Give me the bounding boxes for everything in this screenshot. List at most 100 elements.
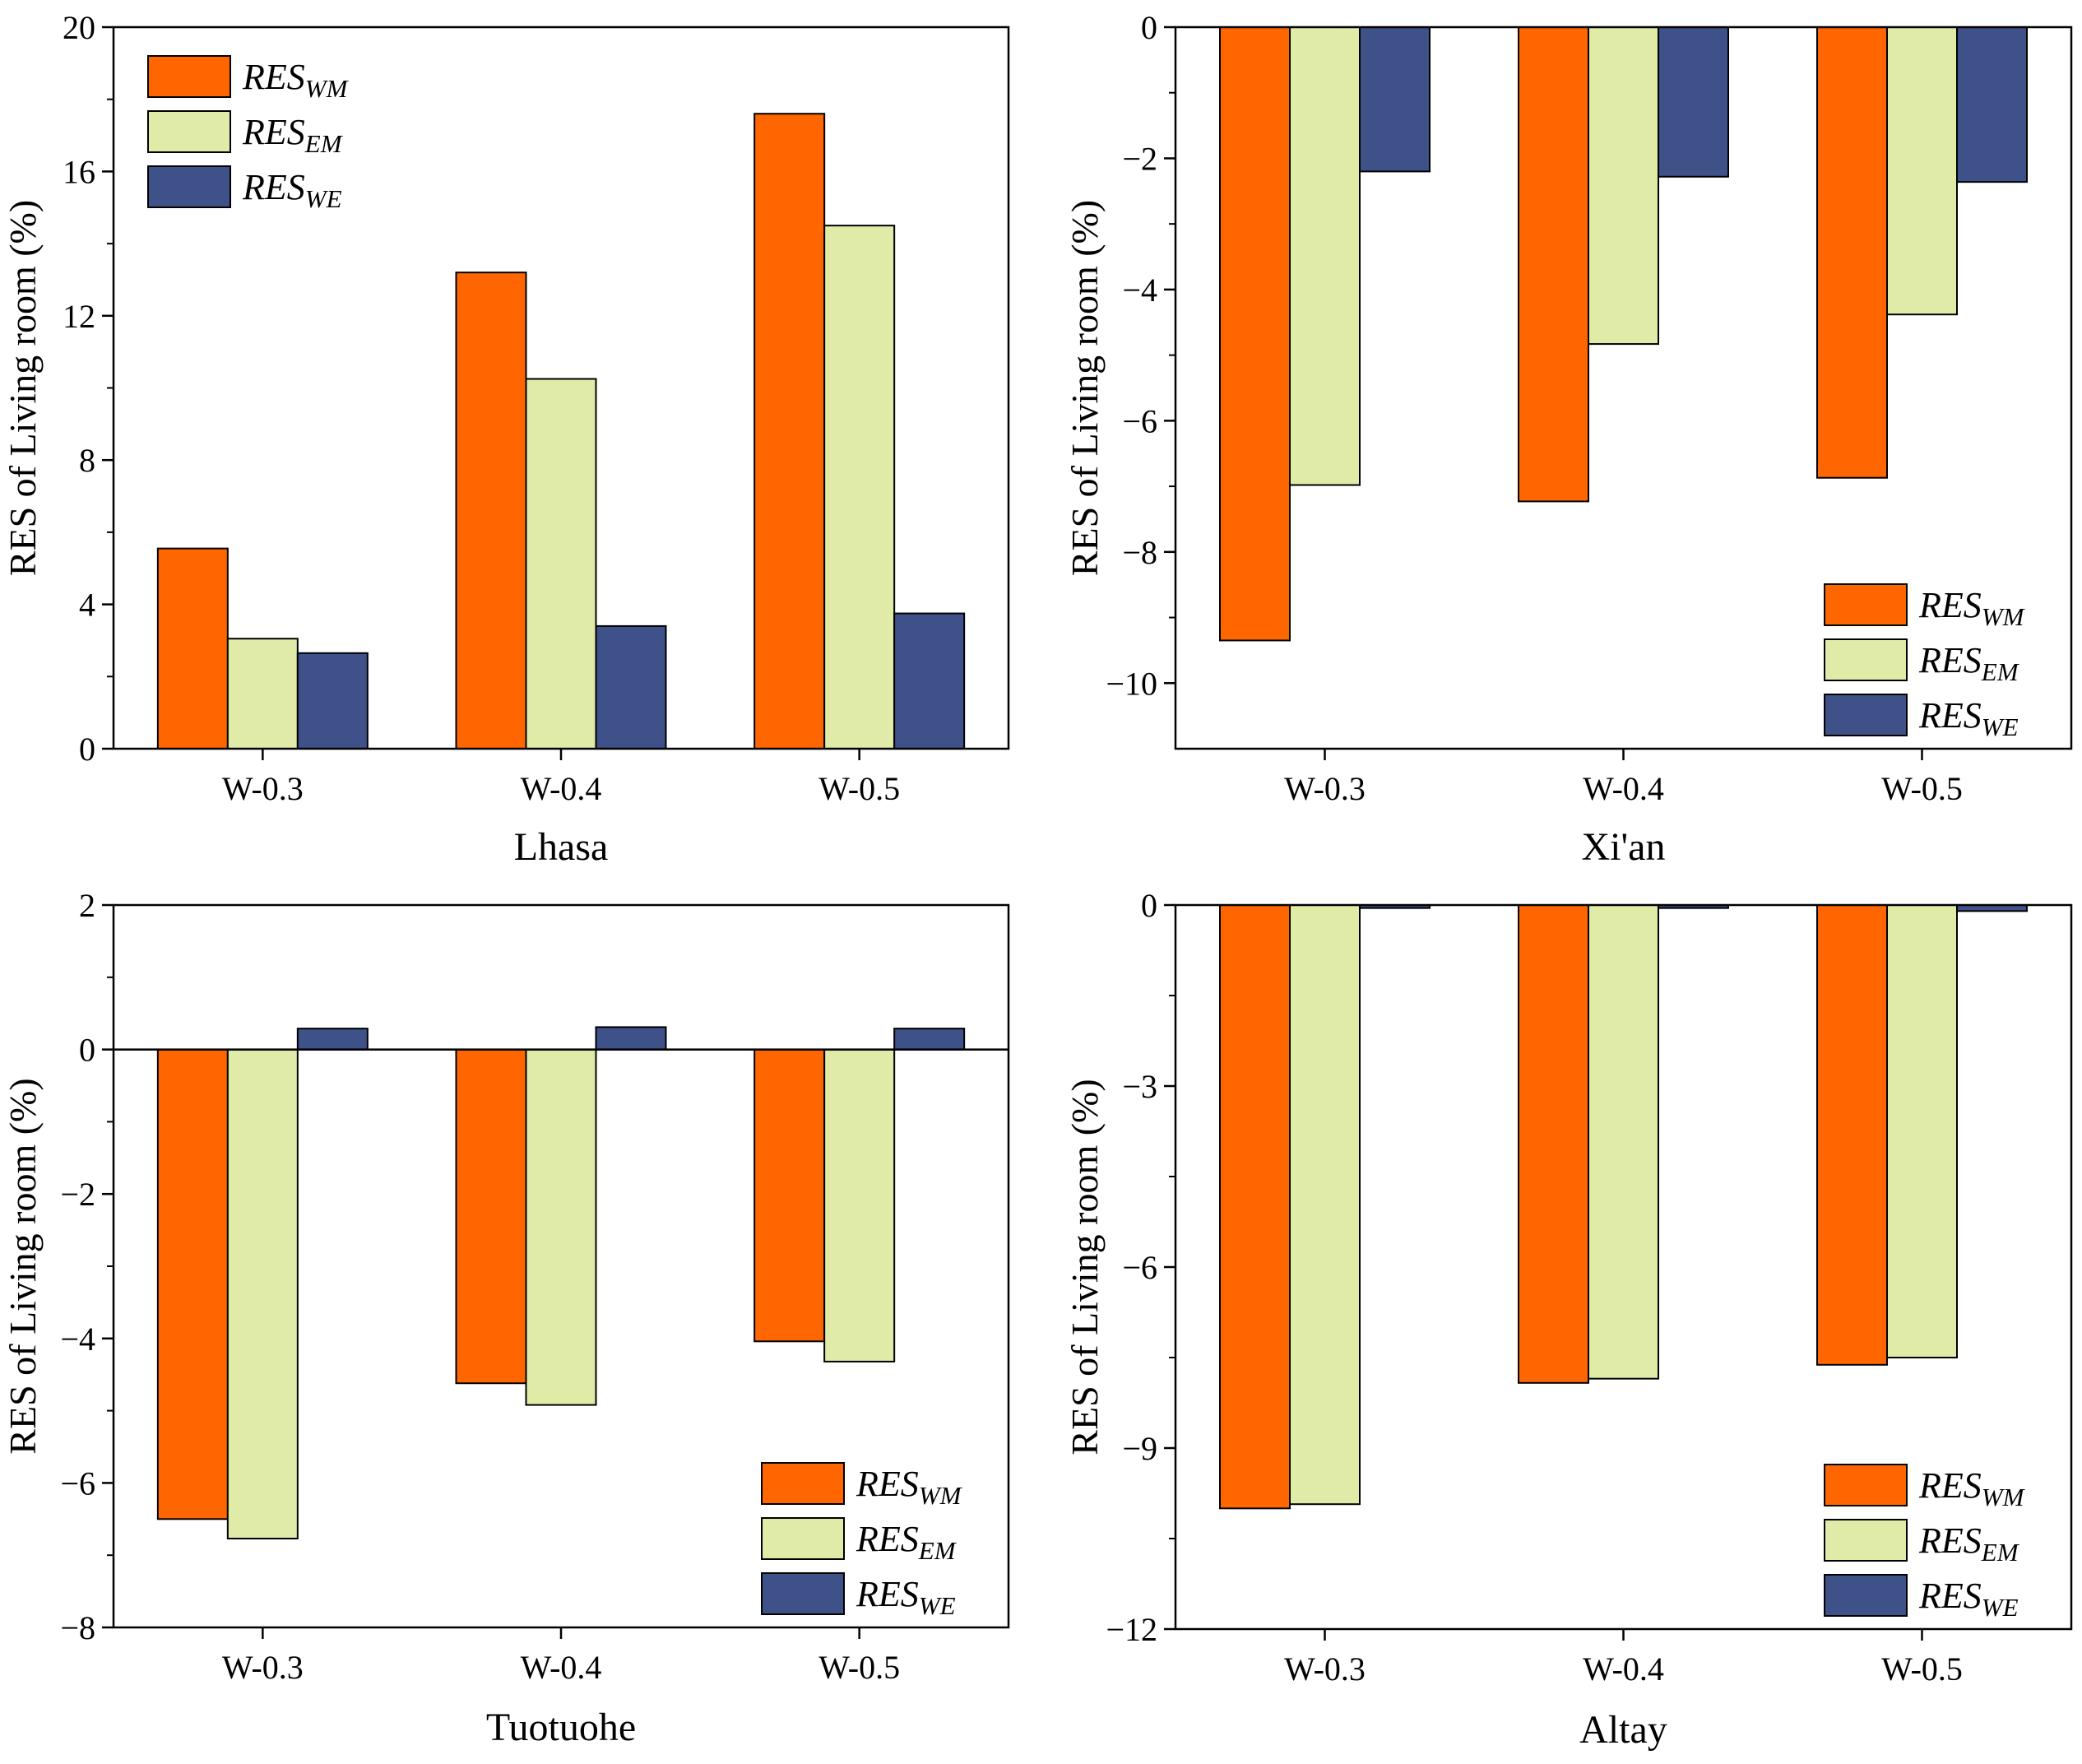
legend-label-em: RESEM [856, 1519, 958, 1565]
bar-we-w-0.3 [296, 1028, 369, 1051]
bar-we-w-0.4 [595, 624, 667, 750]
y-tick-label: −6 [1122, 1249, 1157, 1286]
bar-em-w-0.4 [525, 1048, 597, 1406]
legend-swatch-em [1824, 1519, 1908, 1562]
legend: RESWM RESEM RESWE [147, 55, 350, 213]
bar-we-w-0.5 [893, 612, 966, 750]
x-tick-label: W-0.4 [521, 1649, 602, 1686]
bar-we-w-0.4 [595, 1026, 667, 1051]
y-tick-label: −2 [1122, 140, 1157, 177]
legend-swatch-we [147, 165, 231, 208]
bar-we-w-0.5 [893, 1028, 966, 1051]
y-tick-label: −10 [1106, 665, 1157, 702]
legend: RESWM RESEM RESWE [761, 1462, 963, 1620]
x-tick-label: W-0.3 [222, 1649, 304, 1686]
bar-wm-w-0.5 [754, 113, 826, 750]
y-tick-label: 0 [79, 1032, 95, 1069]
bar-wm-w-0.3 [1219, 26, 1291, 642]
y-tick-label: 0 [79, 731, 95, 768]
legend-label-we: RESWE [856, 1574, 956, 1620]
panel-caption: Altay [1579, 1708, 1667, 1752]
legend-swatch-em [761, 1517, 845, 1560]
legend-label-wm: RESWM [1918, 585, 2026, 631]
legend-swatch-wm [761, 1462, 845, 1505]
legend-label-em: RESEM [1918, 640, 2020, 686]
legend-label-wm: RESWM [242, 57, 350, 103]
x-tick-label: W-0.4 [1583, 770, 1664, 807]
panel-caption: Tuotuohe [486, 1706, 636, 1749]
y-axis-label: RES of Living room (%) [2, 200, 44, 576]
y-tick-label: 12 [63, 298, 95, 335]
bar-wm-w-0.3 [156, 1048, 229, 1520]
legend-label-em: RESEM [1918, 1520, 2020, 1567]
x-tick-label: W-0.3 [222, 770, 304, 807]
bar-we-w-0.3 [296, 652, 369, 750]
legend-label-wm: RESWM [1918, 1465, 2026, 1511]
y-tick-label: 4 [79, 587, 95, 624]
bar-wm-w-0.5 [1816, 904, 1888, 1366]
bar-wm-w-0.3 [1219, 904, 1291, 1510]
legend-swatch-wm [1824, 1464, 1908, 1506]
chart-panel-2: 0 −2 −4 −6 −8 −10 W-0.3 W-0.4 W-0.5 RES of Living… [1064, 9, 2073, 869]
legend-swatch-we [761, 1572, 845, 1615]
bar-we-w-0.4 [1658, 26, 1729, 178]
bar-em-w-0.3 [1289, 26, 1361, 486]
y-tick-label: 8 [79, 442, 95, 479]
y-axis-label: RES of Living room (%) [2, 1078, 44, 1454]
legend: RESWM RESEM RESWE [1824, 1464, 2026, 1622]
x-tick-label: W-0.4 [1583, 1650, 1664, 1687]
bar-em-w-0.4 [525, 378, 597, 750]
legend-swatch-wm [1824, 583, 1908, 626]
x-tick-label: W-0.5 [1881, 1650, 1963, 1687]
legend-label-we: RESWE [242, 167, 342, 213]
bar-em-w-0.4 [1588, 26, 1659, 346]
legend-swatch-em [147, 110, 231, 153]
bar-em-w-0.5 [823, 225, 896, 750]
y-tick-label: 0 [1141, 887, 1157, 924]
legend-swatch-we [1824, 1574, 1908, 1617]
y-tick-label: −6 [60, 1465, 95, 1502]
panel-caption: Xi'an [1582, 825, 1666, 869]
y-tick-label: 2 [79, 887, 95, 924]
legend-label-we: RESWE [1918, 1576, 2019, 1622]
bar-we-w-0.5 [1956, 26, 2028, 183]
bar-wm-w-0.3 [156, 547, 229, 750]
panel-caption: Lhasa [514, 825, 609, 869]
x-tick-label: W-0.5 [818, 770, 900, 807]
x-tick-label: W-0.3 [1284, 770, 1366, 807]
y-tick-label: 20 [63, 9, 95, 46]
legend-swatch-we [1824, 694, 1908, 736]
legend: RESWM RESEM RESWE [1824, 583, 2026, 741]
bar-em-w-0.4 [1588, 904, 1659, 1380]
bar-wm-w-0.5 [1816, 26, 1888, 479]
legend-label-em: RESEM [242, 112, 344, 158]
y-tick-label: −2 [60, 1176, 95, 1213]
legend-label-wm: RESWM [856, 1464, 963, 1510]
chart-panel-1: 0 4 8 12 16 20 W-0.3 W-0.4 W-0.5 RES of Living ro… [2, 9, 1010, 869]
y-tick-label: −4 [1122, 272, 1157, 309]
bar-we-w-0.3 [1359, 26, 1431, 173]
y-axis-label: RES of Living room (%) [1064, 1079, 1106, 1455]
chart-panel-4: 0 −3 −6 −9 −12 W-0.3 W-0.4 W-0.5 RES of Living r… [1064, 887, 2073, 1752]
chart-panel-3: 2 0 −2 −4 −6 −8 W-0.3 W-0.4 W-0.5 RES of Living r… [2, 887, 1010, 1749]
y-tick-label: −8 [1122, 534, 1157, 571]
bar-wm-w-0.4 [455, 272, 527, 750]
y-tick-label: 16 [63, 153, 95, 190]
bar-em-w-0.3 [1289, 904, 1361, 1506]
y-tick-label: −9 [1122, 1430, 1157, 1467]
y-tick-label: −6 [1122, 402, 1157, 439]
bar-em-w-0.5 [1886, 26, 1958, 316]
x-tick-label: W-0.3 [1284, 1650, 1366, 1687]
y-tick-label: −3 [1122, 1068, 1157, 1105]
bar-wm-w-0.4 [1518, 904, 1589, 1384]
bar-em-w-0.3 [226, 638, 299, 750]
y-tick-label: −8 [60, 1609, 95, 1646]
legend-swatch-wm [147, 55, 231, 98]
x-tick-label: W-0.5 [818, 1649, 900, 1686]
y-tick-label: −12 [1106, 1611, 1157, 1648]
x-tick-label: W-0.5 [1881, 770, 1963, 807]
y-tick-label: 0 [1141, 9, 1157, 46]
bar-wm-w-0.5 [754, 1048, 826, 1343]
bar-em-w-0.5 [823, 1048, 896, 1362]
